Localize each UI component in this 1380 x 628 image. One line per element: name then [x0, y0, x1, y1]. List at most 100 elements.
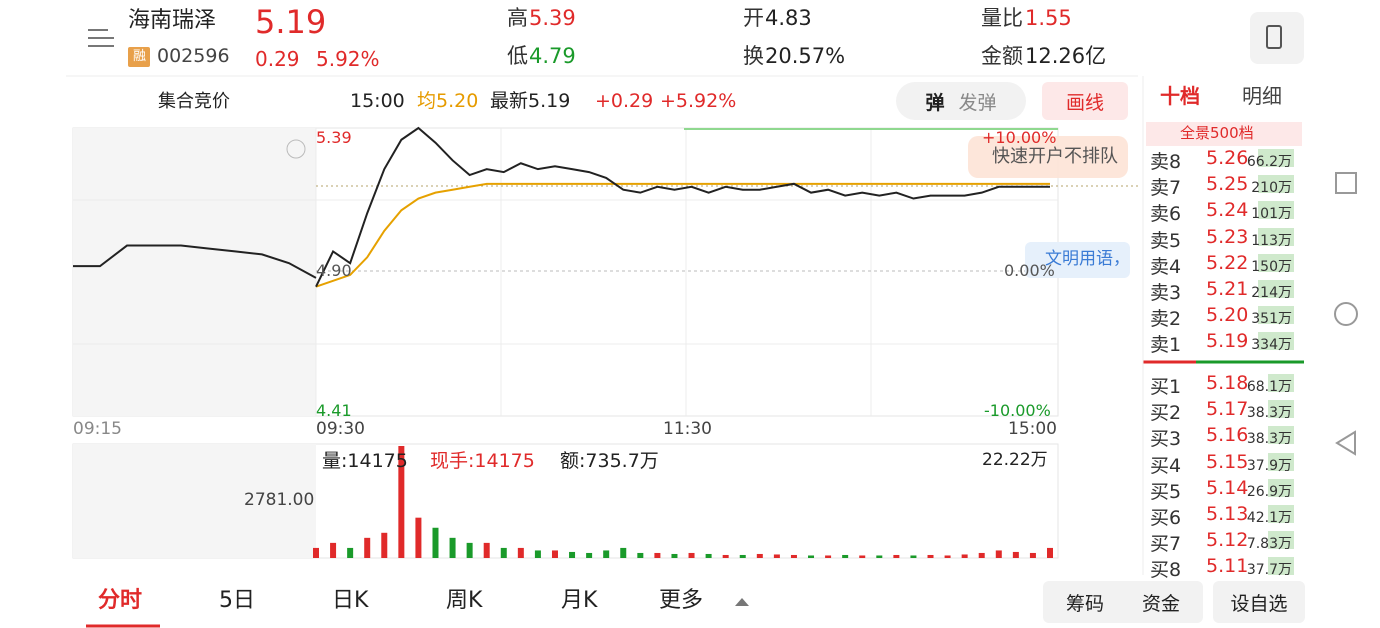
volume-bar	[586, 552, 593, 558]
order-label: 卖7	[1150, 177, 1182, 200]
order-volume: 214万	[1251, 285, 1292, 301]
danmu-send: 发弹	[958, 91, 997, 114]
order-row: 卖4 5.22 150万	[1150, 251, 1300, 278]
volume-bar	[705, 553, 712, 558]
depth-bar	[1258, 280, 1294, 298]
hand-text: 现手:14175	[430, 450, 535, 472]
tab[interactable]: 分时	[98, 588, 143, 613]
tab[interactable]: 日K	[332, 588, 369, 613]
tab-detail[interactable]: 明细	[1242, 84, 1282, 108]
order-price: 5.17	[1206, 398, 1249, 421]
order-price: 5.23	[1206, 225, 1249, 248]
more-arrow[interactable]	[735, 598, 749, 606]
chat-bubble	[1025, 242, 1130, 278]
nav-home[interactable]	[1334, 302, 1358, 326]
volume-bar	[927, 554, 934, 558]
stat-value: 1.55	[1025, 6, 1072, 30]
volume-bar	[466, 542, 473, 558]
depth-bar	[1268, 426, 1294, 445]
stock-price: 5.19	[255, 3, 327, 41]
order-price: 5.18	[1206, 372, 1249, 394]
amount-text: 额:735.7万	[560, 450, 659, 472]
order-volume: 113万	[1251, 232, 1292, 249]
volume-bar	[620, 547, 627, 558]
auction-volume: 2781.00	[244, 490, 315, 510]
change-pct: 5.92%	[316, 47, 380, 71]
order-volume: 101万	[1251, 206, 1292, 223]
stat-value: 4.79	[529, 44, 576, 68]
tab-ten[interactable]: 十档	[1160, 84, 1200, 108]
volume-bar	[808, 555, 815, 558]
chip-button[interactable]: 筹码	[1065, 592, 1104, 615]
pct-axis-mid: 0.00%	[1004, 261, 1055, 280]
promo-banner[interactable]	[968, 136, 1128, 178]
toolbar-change-pct: +5.92%	[660, 90, 737, 112]
panorama-label[interactable]: 全景500档	[1180, 124, 1254, 142]
nav-back[interactable]	[1335, 430, 1356, 456]
pct-axis-low: -10.00%	[984, 401, 1051, 420]
draw-button[interactable]: 画线	[1042, 82, 1128, 120]
order-label: 卖3	[1150, 282, 1182, 304]
layout	[66, 12, 1358, 628]
volume-bar	[637, 552, 644, 558]
volume-bar	[893, 554, 900, 558]
order-label: 卖2	[1150, 308, 1182, 331]
avg-price: 均5.20	[417, 90, 479, 112]
order-row: 卖2 5.20 351万	[1150, 304, 1300, 330]
stat-label: 金额	[981, 44, 1023, 68]
fund-button[interactable]: 资金	[1142, 592, 1181, 615]
menu-icon[interactable]	[88, 29, 114, 47]
volume-bar	[500, 547, 507, 558]
tab[interactable]: 月K	[561, 588, 598, 613]
price-axis-mid: 4.90	[316, 261, 352, 280]
volume-max: 22.22万	[982, 450, 1048, 470]
draw-label: 画线	[1065, 91, 1104, 114]
order-label: 买8	[1150, 559, 1182, 582]
tab[interactable]: 5日	[219, 588, 255, 613]
order-volume: 38.3万	[1246, 405, 1292, 422]
order-price: 5.22	[1206, 251, 1249, 274]
volume-bar	[910, 555, 917, 558]
danmu-label: 弹	[925, 91, 945, 114]
tab[interactable]: 周K	[446, 588, 483, 613]
order-label: 买5	[1150, 480, 1182, 503]
depth-bar	[1268, 400, 1294, 419]
change: 0.29	[255, 47, 300, 71]
order-label: 卖4	[1150, 255, 1182, 278]
watchlist-button[interactable]: 设自选	[1213, 581, 1305, 623]
volume-bar	[347, 547, 354, 558]
depth-bar	[1258, 175, 1294, 194]
depth-bar	[1268, 557, 1294, 576]
order-volume: 42.1万	[1246, 510, 1292, 526]
watchlist-label: 设自选	[1230, 592, 1288, 615]
tab[interactable]: 更多	[659, 588, 704, 613]
depth-bar	[1268, 478, 1294, 497]
order-label: 卖5	[1150, 229, 1182, 252]
volume-bar	[773, 554, 780, 558]
volume-bar	[859, 555, 866, 558]
time-label: 09:30	[316, 419, 365, 439]
pct-axis-high: +10.00%	[982, 128, 1057, 147]
help-icon[interactable]	[286, 139, 306, 159]
margin-badge-text: 融	[133, 49, 147, 64]
order-price: 5.12	[1206, 529, 1249, 552]
auction-vol-bg	[73, 444, 316, 558]
volume-bar	[756, 553, 763, 558]
volume-bar	[534, 550, 541, 558]
price-axis-low: 4.41	[316, 401, 352, 420]
depth-bar	[1268, 374, 1294, 392]
nav-recent[interactable]	[1335, 172, 1357, 194]
phone-button[interactable]	[1250, 12, 1304, 64]
depth-bar	[1258, 149, 1294, 167]
order-row: 卖6 5.24 101万	[1150, 199, 1300, 225]
danmu-toggle[interactable]: 弹 发弹	[896, 82, 1026, 120]
order-row: 买3 5.16 38.3万	[1150, 424, 1300, 450]
tool-group: 筹码 资金	[1043, 581, 1203, 623]
order-volume: 334万	[1251, 337, 1292, 354]
panorama-bar[interactable]	[1146, 122, 1302, 146]
order-volume: 68.1万	[1246, 379, 1292, 395]
order-price: 5.26	[1206, 147, 1249, 169]
order-label: 买4	[1150, 454, 1182, 477]
promo-text[interactable]: 快速开户不排队	[992, 146, 1118, 167]
